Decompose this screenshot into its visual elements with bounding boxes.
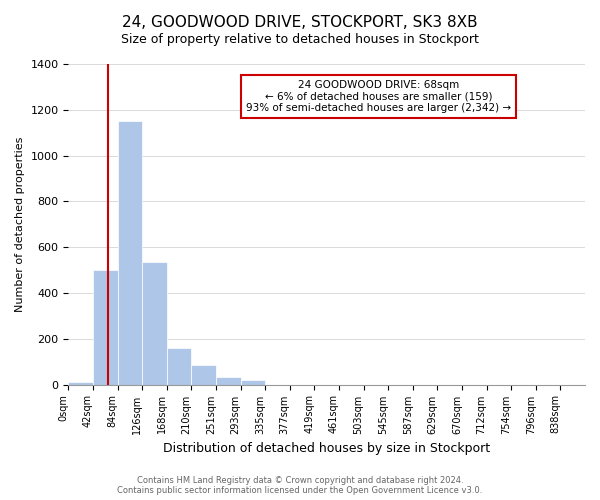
Bar (191, 365, 216, 384)
Text: Contains HM Land Registry data © Crown copyright and database right 2024.
Contai: Contains HM Land Registry data © Crown c… (118, 476, 482, 495)
Bar (142, 262, 167, 384)
Text: 24 GOODWOOD DRIVE: 68sqm
← 6% of detached houses are smaller (159)
93% of semi-d: 24 GOODWOOD DRIVE: 68sqm ← 6% of detache… (246, 80, 511, 113)
Text: Size of property relative to detached houses in Stockport: Size of property relative to detached ho… (121, 32, 479, 46)
Bar (216, 377, 241, 384)
Bar (68, 382, 93, 384)
Y-axis label: Number of detached properties: Number of detached properties (15, 136, 25, 312)
Bar (118, 121, 142, 384)
Bar (241, 380, 265, 384)
Bar (93, 270, 118, 384)
X-axis label: Distribution of detached houses by size in Stockport: Distribution of detached houses by size … (163, 442, 490, 455)
Text: 24, GOODWOOD DRIVE, STOCKPORT, SK3 8XB: 24, GOODWOOD DRIVE, STOCKPORT, SK3 8XB (122, 15, 478, 30)
Bar (167, 348, 191, 385)
